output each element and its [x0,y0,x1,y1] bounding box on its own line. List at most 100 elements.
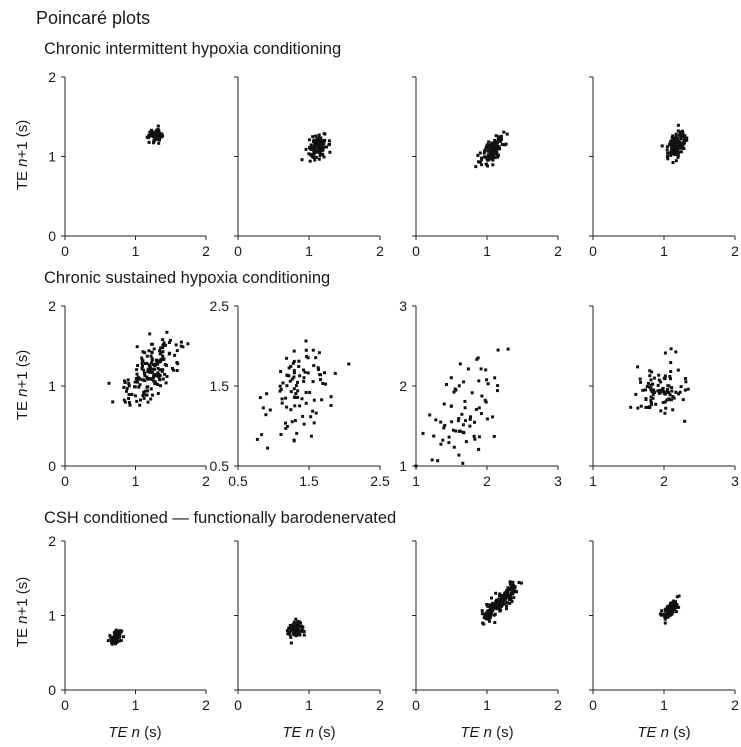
scatter-point [636,406,640,410]
scatter-point [683,377,687,380]
scatter-point [646,381,650,385]
scatter-point [111,400,115,404]
scatter-point [501,596,505,600]
scatter-point [186,342,190,346]
scatter-point [292,625,296,629]
scatter-point [118,639,122,643]
scatter-point [322,132,326,136]
scatter-point [489,143,493,147]
scatter-point [158,368,162,372]
scatter-point [149,397,153,401]
scatter-point [156,383,160,386]
x-tick-label: 1 [660,243,668,259]
row-title-barodenervated: CSH conditioned — functionally barodener… [44,509,396,527]
scatter-point [651,382,655,386]
scatter-point [676,123,680,127]
scatter-point [493,376,497,380]
scatter-point [147,349,151,353]
scatter-point [645,385,649,388]
scatter-point [658,391,662,395]
scatter-point [176,362,180,366]
x-tick-label: 1.5 [299,473,319,489]
scatter-point [463,406,467,410]
scatter-point [171,367,174,370]
scatter-point [685,138,689,142]
scatter-point [255,437,259,441]
scatter-point [321,148,325,152]
scatter-point [311,348,315,352]
scatter-point [669,398,673,402]
scatter-point [668,608,672,612]
scatter-point [152,132,156,136]
scatter-point [473,420,476,424]
scatter-point [311,409,315,413]
scatter-point [674,390,678,394]
scatter-point [664,406,668,410]
scatter-point [671,608,675,612]
scatter-point [161,368,165,372]
scatter-point [152,138,156,142]
scatter-point [461,423,465,427]
scatter-point [492,434,496,438]
scatter-point [452,390,456,394]
scatter-point [297,365,301,368]
scatter-point [682,147,686,150]
scatter-point [149,387,153,391]
scatter-point [118,631,122,635]
y-tick-label: 0.5 [210,458,230,474]
scatter-point [679,134,683,138]
scatter-point [118,634,122,637]
scatter-point [125,386,129,390]
scatter-point [113,633,117,637]
scatter-point [304,401,308,405]
scatter-point [490,596,493,600]
scatter-point [316,366,320,370]
scatter-point [494,606,498,610]
scatter-point [672,607,676,611]
scatter-point [671,146,675,149]
scatter-point [491,607,495,611]
scatter-point [674,159,678,163]
y-tick-label: 0 [48,682,56,698]
scatter-point [509,592,513,595]
scatter-point [163,372,167,376]
scatter-point [150,128,153,132]
scatter-point [314,155,318,159]
scatter-point [675,140,679,144]
scatter-point [127,382,131,385]
scatter-point [266,446,270,450]
x-tick-label: 0 [234,697,242,713]
scatter-point [491,163,495,167]
scatter-point [666,605,670,609]
scatter-point [482,612,486,616]
scatter-point [436,459,440,463]
scatter-point [313,147,317,151]
scatter-point [165,330,169,334]
scatter-point [156,124,160,128]
scatter-point [442,402,446,406]
scatter-point [314,134,318,138]
scatter-point [285,373,289,377]
scatter-point [679,150,683,154]
scatter-point [304,339,308,343]
scatter-point [294,617,298,621]
scatter-point [297,620,301,624]
scatter-point [517,581,521,584]
scatter-point [657,378,661,382]
panel-r3-c1: 0 1 2 0 1 2 [48,533,210,713]
scatter-point [142,368,146,372]
scatter-point [458,362,462,366]
scatter-point [478,160,482,164]
scatter-point [107,381,111,385]
scatter-point [155,132,159,135]
scatter-point [321,382,325,385]
scatter-point [663,411,667,415]
x-tick-label: 2 [202,473,210,489]
scatter-point [456,419,460,423]
scatter-point [664,608,668,612]
scatter-point [665,148,669,152]
scatter-point [641,388,645,392]
scatter-point [684,380,688,384]
scatter-point [300,627,304,631]
scatter-point [135,368,139,372]
